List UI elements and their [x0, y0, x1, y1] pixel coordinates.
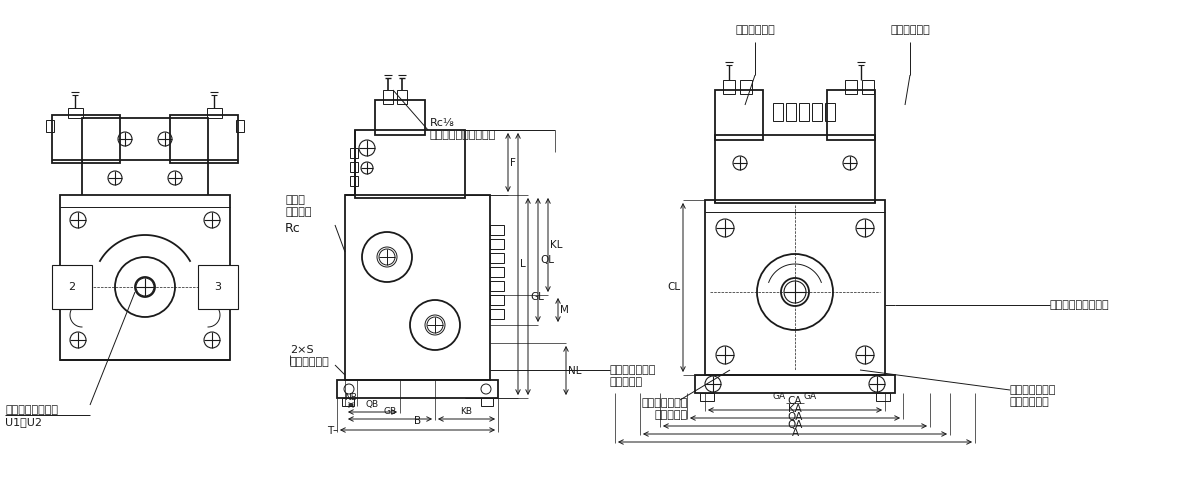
Text: CL: CL: [667, 282, 680, 292]
Text: KL: KL: [550, 240, 563, 250]
Text: Rc: Rc: [285, 222, 301, 235]
Bar: [715, 90, 763, 140]
Bar: [845, 80, 857, 94]
Text: オイル接続口径: オイル接続口径: [1010, 385, 1057, 395]
Bar: [704, 200, 885, 375]
Bar: [490, 239, 504, 249]
Text: シリンダ側: シリンダ側: [655, 410, 688, 420]
Bar: [715, 135, 875, 203]
Text: ユニット用ポート: ユニット用ポート: [5, 405, 58, 415]
Bar: [383, 90, 393, 104]
Bar: [350, 148, 358, 158]
Text: 絞り弁ロック用ねじ: 絞り弁ロック用ねじ: [1049, 300, 1109, 310]
Text: 壁面取付ねじ: 壁面取付ねじ: [290, 357, 329, 367]
Bar: [350, 176, 358, 186]
Bar: [337, 380, 498, 398]
Bar: [700, 393, 714, 401]
Bar: [341, 398, 353, 406]
Bar: [207, 108, 222, 118]
Text: QL: QL: [540, 255, 553, 265]
Text: GB: GB: [383, 407, 397, 416]
Text: KA: KA: [788, 404, 801, 414]
Bar: [773, 103, 783, 121]
Text: Rc⅛: Rc⅛: [430, 118, 455, 128]
Bar: [876, 393, 890, 401]
Text: NB: NB: [345, 393, 357, 402]
Bar: [60, 195, 230, 360]
Text: B: B: [415, 416, 420, 426]
Text: パイロットエア接続口: パイロットエア接続口: [430, 130, 496, 140]
Bar: [863, 80, 875, 94]
Bar: [355, 130, 465, 198]
Text: GA: GA: [804, 392, 817, 401]
Text: M: M: [559, 305, 569, 315]
Bar: [482, 398, 494, 406]
Text: T: T: [327, 426, 333, 436]
Bar: [490, 295, 504, 305]
Text: オイル: オイル: [285, 195, 304, 205]
Text: QA: QA: [787, 412, 803, 422]
Text: ストップ弁側: ストップ弁側: [736, 25, 775, 35]
Text: 接続口径: 接続口径: [285, 207, 311, 217]
Text: 3: 3: [214, 282, 222, 292]
Bar: [490, 225, 504, 235]
Bar: [397, 90, 407, 104]
Text: CA: CA: [788, 396, 803, 406]
Bar: [695, 375, 895, 393]
Bar: [375, 100, 425, 135]
Text: L: L: [520, 259, 526, 269]
Bar: [490, 309, 504, 319]
Bar: [786, 103, 795, 121]
Text: U1、U2: U1、U2: [5, 417, 42, 427]
Text: コンバータ側: コンバータ側: [1010, 397, 1049, 407]
Text: F: F: [510, 158, 516, 168]
Bar: [68, 108, 83, 118]
Bar: [52, 115, 120, 163]
Text: GA: GA: [773, 392, 786, 401]
Text: 2×S: 2×S: [290, 345, 314, 355]
Bar: [740, 80, 752, 94]
Bar: [490, 267, 504, 277]
Text: A: A: [792, 428, 799, 438]
Bar: [799, 103, 809, 121]
Text: GL: GL: [530, 292, 544, 302]
Text: QB: QB: [365, 400, 379, 409]
Text: NL: NL: [568, 366, 581, 376]
Bar: [490, 253, 504, 263]
Bar: [350, 162, 358, 172]
Text: 2: 2: [68, 282, 75, 292]
Text: スキップ弁側: スキップ弁側: [890, 25, 930, 35]
Bar: [812, 103, 822, 121]
Text: オイル接続口径: オイル接続口径: [610, 365, 657, 375]
Bar: [490, 281, 504, 291]
Bar: [724, 80, 736, 94]
Bar: [345, 195, 490, 380]
Bar: [46, 120, 54, 132]
Text: KB: KB: [460, 407, 472, 416]
Text: QA: QA: [787, 420, 803, 430]
Bar: [170, 115, 238, 163]
Bar: [825, 103, 835, 121]
Text: シリンダ側: シリンダ側: [610, 377, 643, 387]
Bar: [827, 90, 875, 140]
Text: オイル接続口径: オイル接続口径: [642, 398, 688, 408]
Bar: [236, 120, 244, 132]
Bar: [81, 118, 208, 160]
